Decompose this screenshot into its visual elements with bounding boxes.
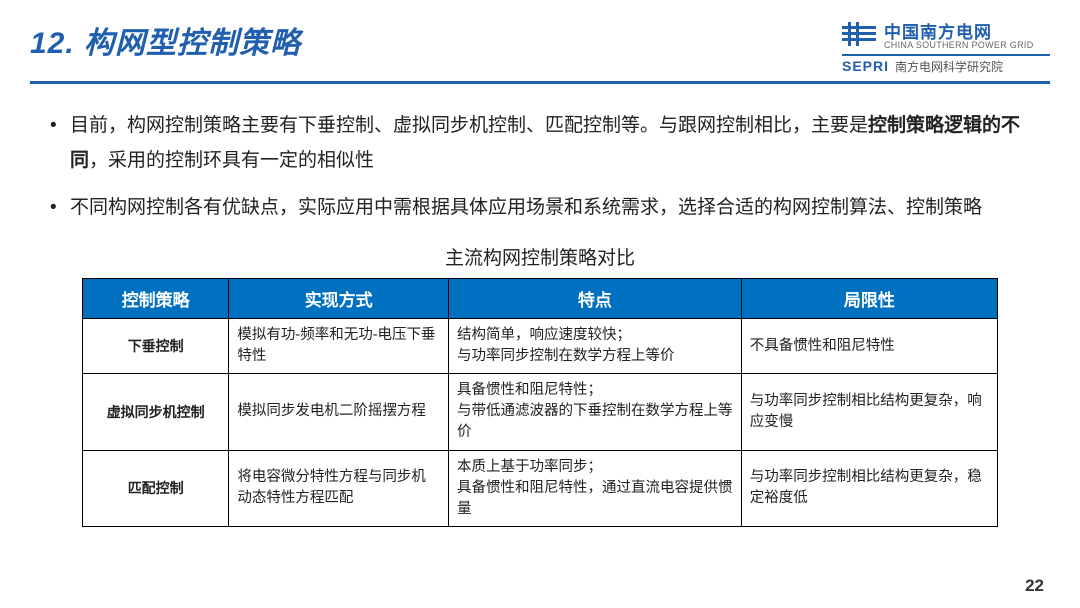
company-logo-block: 中国南方电网 CHINA SOUTHERN POWER GRID SEPRI 南… (842, 18, 1050, 75)
logo-row-main: 中国南方电网 CHINA SOUTHERN POWER GRID (842, 18, 1034, 50)
sepri-cn: 南方电网科学研究院 (895, 58, 1003, 75)
cell-feature: 本质上基于功率同步；具备惯性和阻尼特性，通过直流电容提供惯量 (448, 450, 741, 526)
sepri-row: SEPRI 南方电网科学研究院 (842, 54, 1050, 75)
cell-feature: 具备惯性和阻尼特性；与带低通滤波器的下垂控制在数学方程上等价 (448, 374, 741, 450)
slide-header: 12. 构网型控制策略 中国南方电网 CHINA SOUTHERN POWER … (0, 0, 1080, 75)
table-wrapper: 控制策略 实现方式 特点 局限性 下垂控制 模拟有功-频率和无功-电压下垂特性 … (46, 278, 1034, 526)
cell-method: 模拟同步发电机二阶摇摆方程 (229, 374, 449, 450)
comparison-table: 控制策略 实现方式 特点 局限性 下垂控制 模拟有功-频率和无功-电压下垂特性 … (82, 278, 998, 526)
bullet-item: 目前，构网控制策略主要有下垂控制、虚拟同步机控制、匹配控制等。与跟网控制相比，主… (46, 108, 1034, 178)
cell-method: 模拟有功-频率和无功-电压下垂特性 (229, 319, 449, 374)
cell-strategy: 虚拟同步机控制 (83, 374, 229, 450)
table-body: 下垂控制 模拟有功-频率和无功-电压下垂特性 结构简单，响应速度较快；与功率同步… (83, 319, 998, 526)
logo-text-en: CHINA SOUTHERN POWER GRID (884, 40, 1034, 50)
th-feature: 特点 (448, 279, 741, 319)
content-area: 目前，构网控制策略主要有下垂控制、虚拟同步机控制、匹配控制等。与跟网控制相比，主… (0, 84, 1080, 527)
th-method: 实现方式 (229, 279, 449, 319)
th-limit: 局限性 (741, 279, 997, 319)
slide-title: 12. 构网型控制策略 (30, 18, 301, 62)
bullet-item: 不同构网控制各有优缺点，实际应用中需根据具体应用场景和系统需求，选择合适的构网控… (46, 190, 1034, 225)
cell-strategy: 匹配控制 (83, 450, 229, 526)
cell-strategy: 下垂控制 (83, 319, 229, 374)
bullet-list: 目前，构网控制策略主要有下垂控制、虚拟同步机控制、匹配控制等。与跟网控制相比，主… (46, 108, 1034, 225)
cell-limit: 不具备惯性和阻尼特性 (741, 319, 997, 374)
logo-text-wrap: 中国南方电网 CHINA SOUTHERN POWER GRID (884, 18, 1034, 50)
cell-method: 将电容微分特性方程与同步机动态特性方程匹配 (229, 450, 449, 526)
table-header-row: 控制策略 实现方式 特点 局限性 (83, 279, 998, 319)
table-row: 匹配控制 将电容微分特性方程与同步机动态特性方程匹配 本质上基于功率同步；具备惯… (83, 450, 998, 526)
bullet-text-pre: 不同构网控制各有优缺点，实际应用中需根据具体应用场景和系统需求，选择合适的构网控… (70, 197, 982, 218)
cell-limit: 与功率同步控制相比结构更复杂，稳定裕度低 (741, 450, 997, 526)
table-row: 下垂控制 模拟有功-频率和无功-电压下垂特性 结构简单，响应速度较快；与功率同步… (83, 319, 998, 374)
bullet-text-pre: 目前，构网控制策略主要有下垂控制、虚拟同步机控制、匹配控制等。与跟网控制相比，主… (70, 115, 868, 136)
sepri-label: SEPRI (842, 58, 889, 74)
table-row: 虚拟同步机控制 模拟同步发电机二阶摇摆方程 具备惯性和阻尼特性；与带低通滤波器的… (83, 374, 998, 450)
grid-logo-icon (842, 22, 876, 46)
bullet-text-post: ，采用的控制环具有一定的相似性 (89, 150, 374, 171)
th-strategy: 控制策略 (83, 279, 229, 319)
table-caption: 主流构网控制策略对比 (46, 243, 1034, 270)
cell-feature: 结构简单，响应速度较快；与功率同步控制在数学方程上等价 (448, 319, 741, 374)
cell-limit: 与功率同步控制相比结构更复杂，响应变慢 (741, 374, 997, 450)
page-number: 22 (1025, 576, 1044, 596)
